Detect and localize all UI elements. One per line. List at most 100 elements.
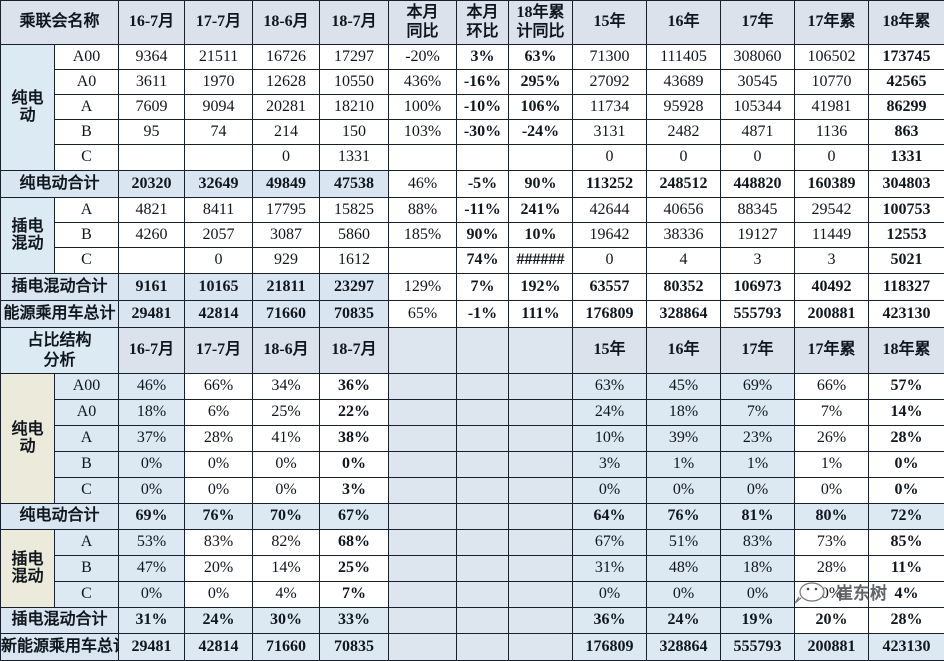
cell <box>389 504 457 530</box>
header-col-7: 15年 <box>573 1 647 45</box>
header-col-11: 18年累 <box>869 1 944 45</box>
cell: 28% <box>869 426 944 452</box>
cell: 0 <box>573 248 647 274</box>
cell: 90% <box>457 223 509 248</box>
cell <box>119 248 185 274</box>
cell: 103% <box>389 120 457 145</box>
table-row: B 4260 2057 3087 5860 185% 90% 10% 19642… <box>1 223 944 248</box>
ratio-header-col-10: 17年累 <box>795 328 869 374</box>
cell: 423130 <box>869 301 944 328</box>
cell: 0% <box>185 478 253 504</box>
cell: 28% <box>185 426 253 452</box>
cell: 18% <box>119 400 185 426</box>
cell: 88% <box>389 198 457 223</box>
cell: 14% <box>869 400 944 426</box>
cell: 70835 <box>320 634 389 661</box>
cell: 80% <box>795 504 869 530</box>
row-label: A00 <box>55 374 119 400</box>
cell: 7% <box>457 274 509 301</box>
cell: 29542 <box>795 198 869 223</box>
cell: 176809 <box>573 634 647 661</box>
cell: 7% <box>795 400 869 426</box>
cell: 24% <box>647 608 721 634</box>
cell: -1% <box>457 301 509 328</box>
cell: 3087 <box>253 223 320 248</box>
cell: -11% <box>457 198 509 223</box>
cell <box>457 608 509 634</box>
cell: 0% <box>119 582 185 608</box>
cell: 19127 <box>721 223 795 248</box>
total-label-phev: 插电混动合计 <box>1 274 119 301</box>
cell: 70835 <box>320 301 389 328</box>
cell: 423130 <box>869 634 944 661</box>
cell <box>509 426 573 452</box>
cell: 7609 <box>119 95 185 120</box>
cell: 25% <box>320 556 389 582</box>
ratio-header-col-3: 18-7月 <box>320 328 389 374</box>
cell <box>509 400 573 426</box>
header-col-6: 18年累计同比 <box>509 1 573 45</box>
ratio-header-col-0: 16-7月 <box>119 328 185 374</box>
total-label-ev: 纯电动合计 <box>1 171 119 198</box>
cell: -24% <box>509 120 573 145</box>
cell <box>509 634 573 661</box>
cell: 28% <box>869 608 944 634</box>
cell: 41% <box>253 426 320 452</box>
cell: 21511 <box>185 45 253 70</box>
ratio-header-col-11: 18年累 <box>869 328 944 374</box>
cell: 1331 <box>320 145 389 171</box>
cell: 555793 <box>721 634 795 661</box>
cell: 328864 <box>647 301 721 328</box>
table-row: A0 3611 1970 12628 10550 436% -16% 295% … <box>1 70 944 95</box>
cell: 1% <box>647 452 721 478</box>
cell: 69% <box>119 504 185 530</box>
cell: 0% <box>721 582 795 608</box>
cell: 436% <box>389 70 457 95</box>
cell: 37% <box>119 426 185 452</box>
cell: 74% <box>457 248 509 274</box>
row-label: B <box>55 452 119 478</box>
cell: 7% <box>721 400 795 426</box>
cell <box>389 582 457 608</box>
cell <box>509 504 573 530</box>
cell <box>457 400 509 426</box>
cell: 0% <box>573 478 647 504</box>
ratio-header-blank-0 <box>389 328 457 374</box>
cell: 67% <box>320 504 389 530</box>
cell <box>457 504 509 530</box>
cell: 185% <box>389 223 457 248</box>
cell: 20281 <box>253 95 320 120</box>
cell: 40656 <box>647 198 721 223</box>
row-label: A <box>55 198 119 223</box>
cell: 3611 <box>119 70 185 95</box>
cell: 47538 <box>320 171 389 198</box>
cell: 1331 <box>869 145 944 171</box>
cell: 150 <box>320 120 389 145</box>
header-col-9: 17年 <box>721 1 795 45</box>
table-row: C 0% 0% 4% 7% 0% 0% 0% 0% 4% <box>1 582 944 608</box>
cell: 42814 <box>185 634 253 661</box>
cell <box>509 608 573 634</box>
total-row-ev: 纯电动合计 20320 32649 49849 47538 46% -5% 90… <box>1 171 944 198</box>
cell <box>389 426 457 452</box>
ratio-header-blank-2 <box>509 328 573 374</box>
cell: 0 <box>253 145 320 171</box>
cell: 10550 <box>320 70 389 95</box>
cell <box>389 374 457 400</box>
cell: 1% <box>721 452 795 478</box>
cell: 33% <box>320 608 389 634</box>
cell: 4% <box>253 582 320 608</box>
cell: 45% <box>647 374 721 400</box>
cell: 11734 <box>573 95 647 120</box>
cell: 9364 <box>119 45 185 70</box>
cell: 18210 <box>320 95 389 120</box>
cell: 192% <box>509 274 573 301</box>
cell: 555793 <box>721 301 795 328</box>
cell: 0 <box>795 145 869 171</box>
cell: 71300 <box>573 45 647 70</box>
cell: 19642 <box>573 223 647 248</box>
cell: 21811 <box>253 274 320 301</box>
cell: 30% <box>253 608 320 634</box>
cell: 74 <box>185 120 253 145</box>
